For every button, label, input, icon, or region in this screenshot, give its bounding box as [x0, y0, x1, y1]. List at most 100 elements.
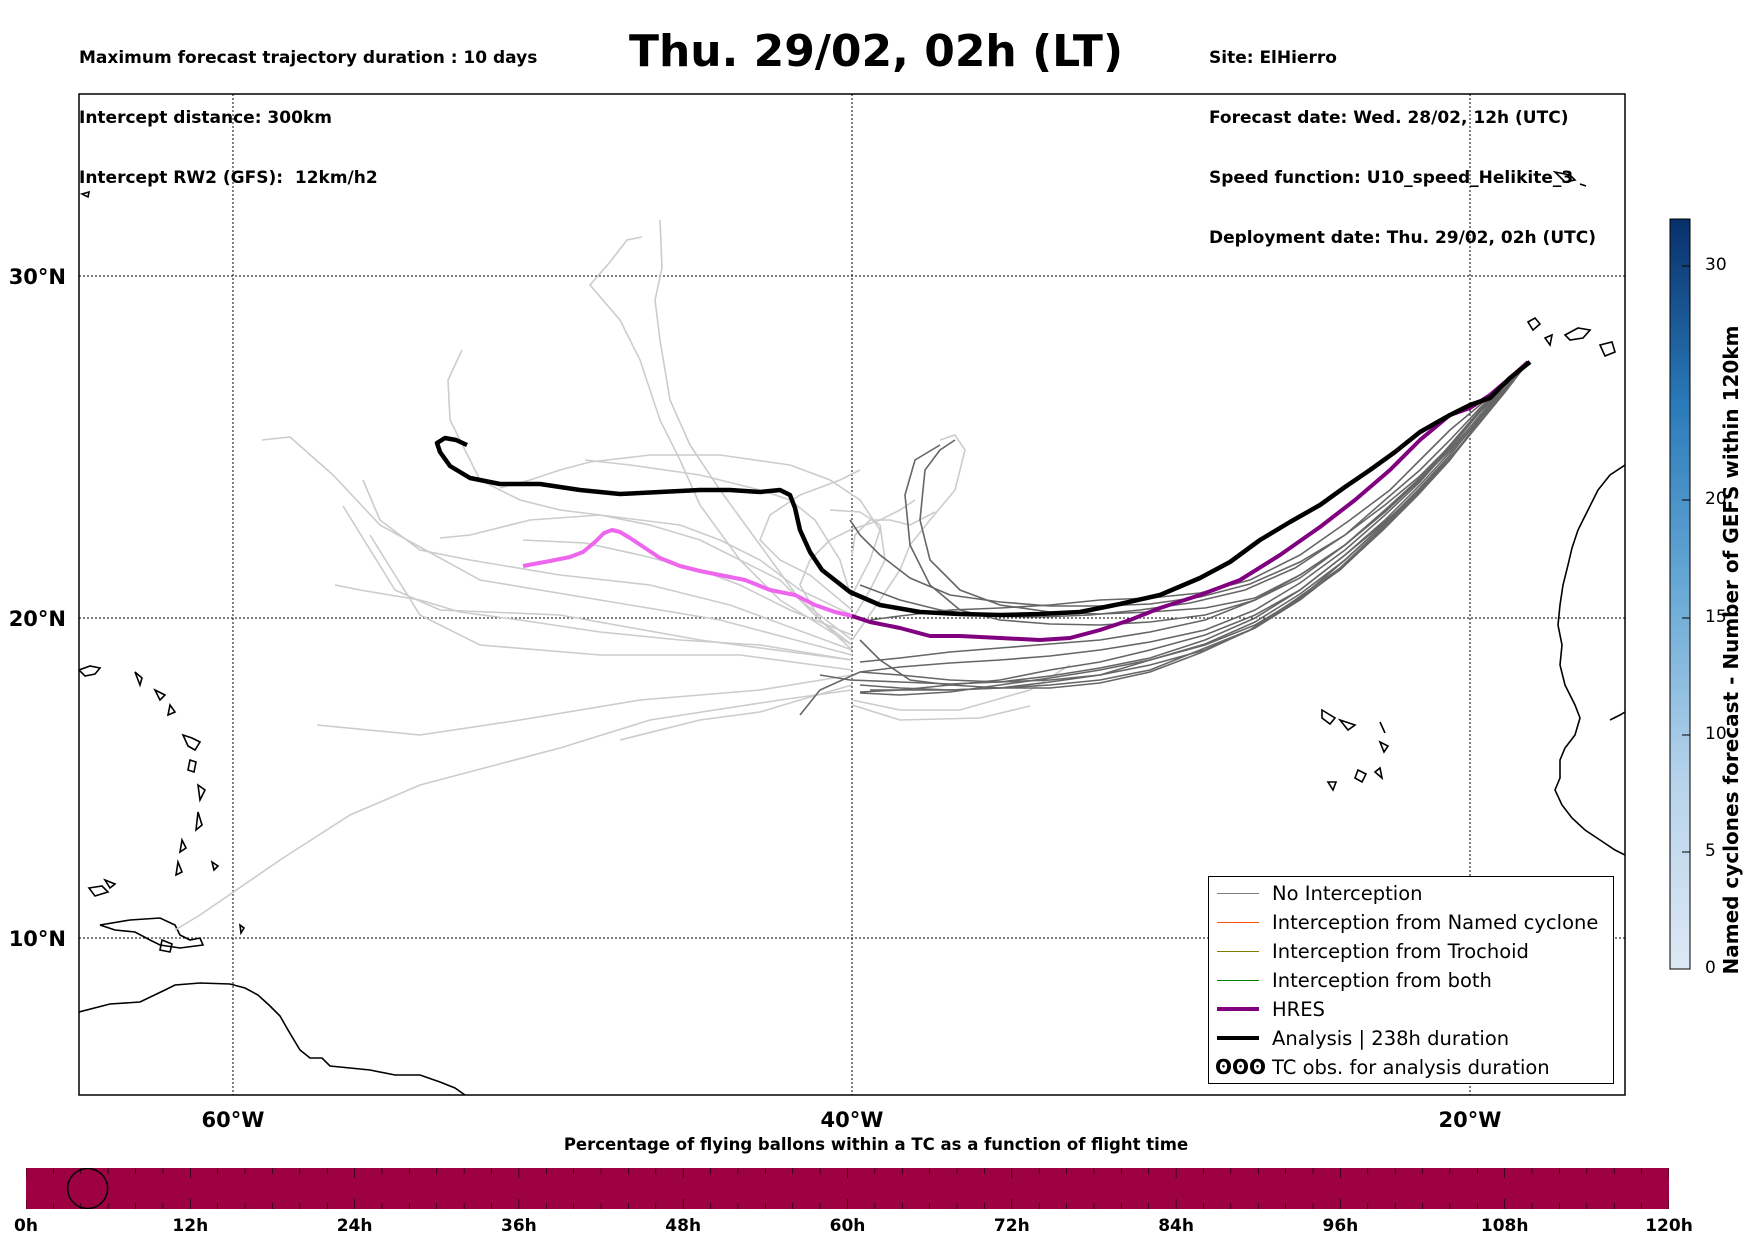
flight-bar-label: 0h — [14, 1216, 38, 1236]
flight-bar-label: 96h — [1322, 1216, 1359, 1236]
max-duration-text: Maximum forecast trajectory duration : 1… — [79, 48, 538, 68]
light-track — [851, 511, 936, 556]
lat-label-10n: 10°N — [9, 927, 66, 951]
light-track — [851, 664, 1071, 711]
legend-label: Interception from Trochoid — [1272, 940, 1529, 963]
island-barbados — [238, 923, 246, 936]
colorbar-fill — [1669, 218, 1691, 970]
cape-verde-3 — [1379, 721, 1386, 734]
lon-label-20w: 20°W — [1439, 1108, 1502, 1132]
light-track — [584, 459, 853, 601]
lon-label-60w: 60°W — [202, 1108, 265, 1132]
light-track — [654, 219, 853, 641]
antilles-7 — [196, 783, 207, 803]
flight-bar-title: Percentage of flying ballons within a TC… — [563, 1135, 1189, 1154]
flight-bar-label: 24h — [336, 1216, 373, 1236]
canary-islands-3 — [1598, 341, 1616, 358]
antilles-12 — [103, 878, 117, 890]
dark-track — [919, 361, 1529, 615]
legend-label: HRES — [1272, 998, 1325, 1021]
dark-track — [859, 361, 1529, 689]
legend-item-both: Interception from both — [1209, 966, 1613, 995]
legend-label: TC obs. for analysis duration — [1272, 1056, 1550, 1079]
coast-africa — [1554, 464, 1625, 856]
legend-item-hres: HRES — [1209, 995, 1613, 1024]
cape-verde-7 — [1326, 781, 1338, 792]
antilles-1 — [79, 665, 102, 677]
light-track — [829, 509, 886, 621]
flight-bar-marker — [66, 1168, 109, 1209]
flight-time-bar — [26, 1168, 1669, 1209]
legend-item-tc-obs: ʘʘʘ TC obs. for analysis duration — [1209, 1053, 1613, 1082]
cape-verde-1 — [1321, 708, 1337, 726]
antilles-8 — [194, 811, 203, 832]
colorbar-tick-5: 5 — [1705, 841, 1716, 861]
hres-track — [851, 360, 1530, 642]
light-track — [174, 689, 853, 931]
colorbar-tick-30: 30 — [1705, 255, 1727, 275]
light-track — [499, 454, 881, 596]
light-track — [439, 514, 853, 616]
dark-track — [859, 361, 1529, 683]
light-track — [261, 436, 853, 656]
map-frame — [78, 93, 1626, 1096]
legend-item-trochoid: Interception from Trochoid — [1209, 937, 1613, 966]
map-axis-labels: 60°W 40°W 20°W 30°N 20°N 10°N — [9, 265, 1502, 1132]
flight-bar-label: 36h — [501, 1216, 537, 1236]
coast-venezuela — [99, 917, 205, 949]
flight-bar-label: 72h — [993, 1216, 1030, 1236]
dark-track — [799, 361, 1529, 716]
colorbar-label: Named cyclones forecast - Number of GEFS… — [1719, 325, 1743, 975]
lat-label-20n: 20°N — [9, 607, 66, 631]
flight-bar-label: 120h — [1645, 1216, 1693, 1236]
colorbar-tick-20: 20 — [1705, 489, 1727, 509]
antilles-13 — [87, 885, 110, 897]
colorbar-tick-10: 10 — [1705, 724, 1727, 744]
coast-trinidad — [159, 938, 173, 953]
antilles-2 — [134, 671, 143, 688]
colorbar — [1669, 218, 1691, 970]
antilles-3 — [153, 688, 167, 702]
antilles-9 — [178, 837, 188, 854]
coast-africa-inner — [1609, 711, 1625, 721]
page-title: Thu. 29/02, 02h (LT) — [628, 26, 1124, 77]
bermuda — [79, 190, 91, 199]
intercept-distance-text: Intercept distance: 300km — [79, 108, 332, 128]
legend-swatch — [1217, 951, 1259, 952]
legend-item-named-cyclone: Interception from Named cyclone — [1209, 908, 1613, 937]
dark-track — [870, 361, 1529, 691]
madeira — [1552, 170, 1577, 183]
canary-islands-4 — [1543, 333, 1554, 347]
legend-swatch — [1217, 893, 1259, 894]
flight-bar-label: 12h — [172, 1216, 209, 1236]
flight-bar-label: 108h — [1480, 1216, 1529, 1236]
ensemble-light-tracks — [174, 219, 1071, 931]
colorbar-ticks — [1682, 265, 1690, 970]
light-track — [362, 479, 853, 651]
legend-label: Interception from both — [1272, 969, 1492, 992]
light-track — [334, 584, 853, 661]
legend-label: Analysis | 238h duration — [1272, 1027, 1510, 1050]
cape-verde-4 — [1378, 740, 1390, 754]
light-track — [369, 534, 853, 671]
header-right-info: Site: ElHierro Forecast date: Wed. 28/02… — [1209, 8, 1596, 268]
cape-verde-6 — [1373, 766, 1384, 781]
ensemble-dark-tracks — [799, 361, 1529, 716]
coast-south-america — [79, 982, 466, 1095]
tc-symbol-icon: ʘʘʘ — [1215, 1055, 1267, 1079]
dark-track — [819, 361, 1529, 685]
canary-islands-2 — [1563, 327, 1592, 341]
forecast-date-text: Forecast date: Wed. 28/02, 12h (UTC) — [1209, 108, 1569, 128]
dark-track — [859, 361, 1529, 693]
legend-swatch — [1217, 1036, 1259, 1040]
flight-bar-label: 48h — [665, 1216, 702, 1236]
legend-item-analysis: Analysis | 238h duration — [1209, 1024, 1613, 1053]
colorbar-tick-15: 15 — [1705, 607, 1727, 627]
intercept-rw2-text: Intercept RW2 (GFS): 12km/h2 — [79, 168, 378, 188]
light-track — [342, 505, 853, 661]
legend-swatch — [1217, 922, 1259, 923]
coastlines — [79, 170, 1625, 1095]
cape-verde-5 — [1354, 768, 1368, 784]
antilles-10 — [174, 858, 184, 877]
